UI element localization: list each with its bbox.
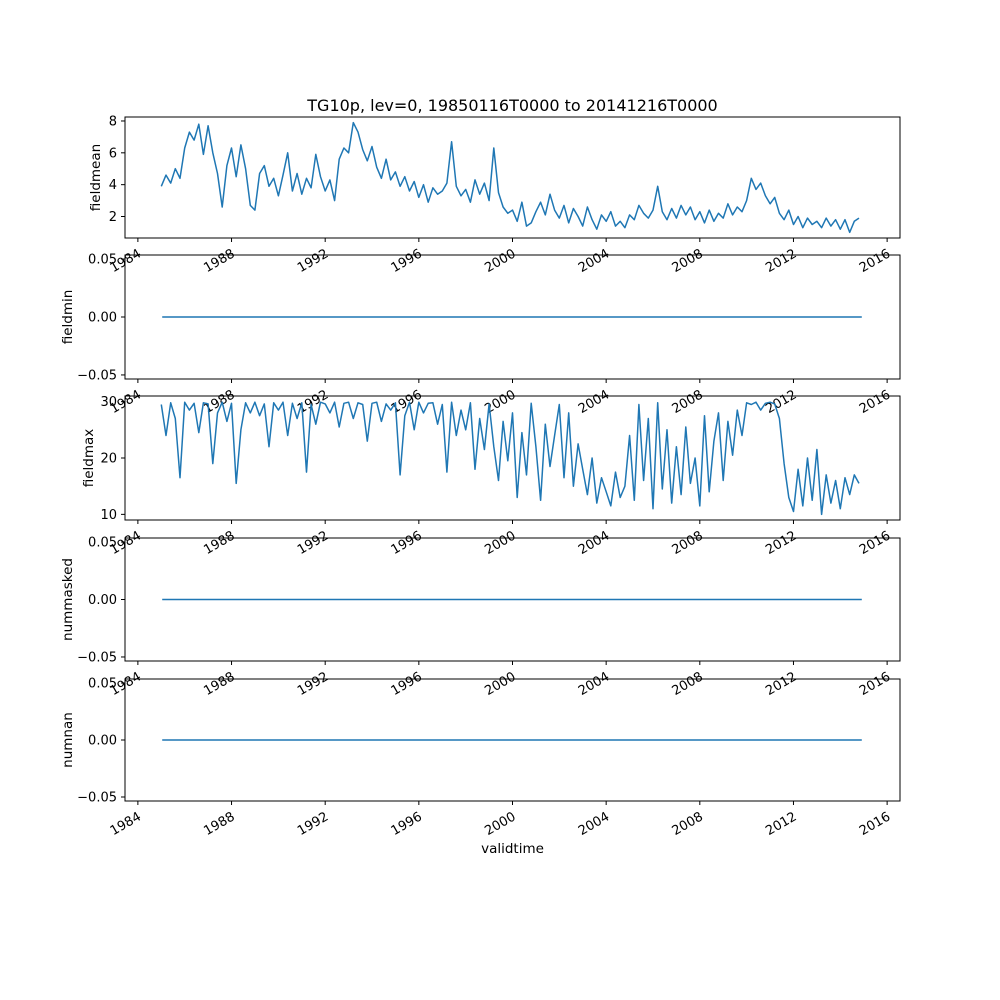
fieldmean-plot-svg: 2 4 6 8 1984 1988 1992 1996 2000 2004 2008 2012 2016… (88, 114, 901, 276)
x-tick-label: 1984 (108, 809, 144, 839)
x-tick-label: 1984 (108, 669, 144, 699)
subplot-fieldmin: −0.05 0.00 0.05 1984 1988 1992 1996 2000 2004 200… (40, 243, 960, 427)
axes-border (124, 537, 901, 662)
x-tick-label: 2016 (857, 809, 893, 839)
axes-border (124, 678, 901, 802)
subplot-fieldmean: 2 4 6 8 1984 1988 1992 1996 2000 2004 2008 2012 2016… (40, 105, 960, 286)
x-tick-label: 1988 (201, 809, 237, 839)
subplot-fieldmax: 10 20 30 1984 1988 1992 1996 2000 2004 2008 2012 20… (40, 384, 960, 568)
x-tick-label: 2012 (763, 528, 799, 558)
x-tick-label: 2012 (763, 246, 799, 276)
x-tick-label: 2016 (857, 246, 893, 276)
x-tick-label: 1996 (389, 387, 425, 417)
x-tick-label: 1996 (389, 809, 425, 839)
axes-border (124, 116, 901, 239)
x-tick-label: 2012 (763, 669, 799, 699)
x-tick-label: 1992 (295, 387, 331, 417)
axes-border (124, 395, 901, 521)
x-tick-label: 1984 (108, 387, 144, 417)
subplot-nummasked: −0.05 0.00 0.05 1984 1988 1992 1996 2000 2004 200… (40, 526, 960, 709)
x-tick-label: 2008 (670, 246, 706, 276)
y-tick-label: 10 (100, 508, 117, 523)
x-tick-label: 2008 (670, 809, 706, 839)
y-axis-label: fieldmin (60, 290, 76, 345)
y-tick-label: −0.05 (77, 650, 117, 665)
x-tick-label: 2008 (670, 669, 706, 699)
x-tick-label: 2012 (763, 387, 799, 417)
y-tick-label: −0.05 (77, 791, 117, 806)
y-tick-label: 4 (109, 178, 117, 193)
x-tick-label: 1996 (389, 528, 425, 558)
fieldmax-plot-svg: 10 20 30 1984 1988 1992 1996 2000 2004 2008 2012 20… (81, 395, 901, 558)
y-tick-label: 0.05 (88, 253, 117, 268)
x-tick-label: 2008 (670, 387, 706, 417)
x-tick-label: 2016 (857, 528, 893, 558)
x-tick-label: 2008 (670, 528, 706, 558)
x-tick-label: 1996 (389, 246, 425, 276)
x-tick-label: 2016 (857, 669, 893, 699)
data-line (160, 401, 860, 516)
x-axis-label: validtime (481, 841, 544, 857)
x-tick-label: 2000 (482, 387, 518, 417)
y-tick-label: 2 (109, 210, 117, 225)
x-tick-label: 2000 (482, 528, 518, 558)
y-tick-label: 0.00 (88, 593, 117, 608)
y-tick-label: 0.00 (88, 311, 117, 326)
x-tick-label: 1984 (108, 246, 144, 276)
y-tick-label: −0.05 (77, 368, 117, 383)
x-tick-label: 2004 (576, 669, 612, 699)
x-tick-label: 1992 (295, 809, 331, 839)
x-tick-label: 2004 (576, 246, 612, 276)
subplot-numnan: −0.05 0.00 0.05 1984 1988 1992 1996 2000 2004 200… (40, 667, 960, 849)
x-tick-label: 1992 (295, 246, 331, 276)
x-tick-label: 1988 (201, 246, 237, 276)
y-tick-label: 30 (100, 395, 117, 410)
x-tick-label: 1992 (295, 528, 331, 558)
x-tick-label: 1992 (295, 669, 331, 699)
x-tick-label: 1988 (201, 387, 237, 417)
data-line (160, 121, 860, 234)
x-tick-label: 2004 (576, 809, 612, 839)
numnan-plot-svg: −0.05 0.00 0.05 1984 1988 1992 1996 2000 2004 200… (60, 676, 901, 839)
y-tick-label: 0.05 (88, 536, 117, 551)
axes-border (124, 254, 901, 380)
x-tick-label: 2004 (576, 528, 612, 558)
x-tick-label: 2000 (482, 246, 518, 276)
x-tick-label: 1996 (389, 669, 425, 699)
y-tick-label: 0.00 (88, 734, 117, 749)
x-tick-label: 1988 (201, 528, 237, 558)
y-axis-label: nummasked (60, 558, 76, 641)
y-axis-label: fieldmax (81, 429, 97, 488)
y-tick-label: 6 (109, 146, 117, 161)
x-tick-label: 1988 (201, 669, 237, 699)
x-tick-label: 2012 (763, 809, 799, 839)
y-tick-label: 0.05 (88, 676, 117, 691)
x-tick-label: 2000 (482, 809, 518, 839)
x-tick-label: 2000 (482, 669, 518, 699)
fieldmin-plot-svg: −0.05 0.00 0.05 1984 1988 1992 1996 2000 2004 200… (60, 253, 901, 417)
y-tick-label: 8 (109, 114, 117, 129)
x-tick-label: 1984 (108, 528, 144, 558)
y-axis-label: numnan (60, 712, 76, 768)
figure-title: TG10p, lev=0, 19850116T0000 to 20141216T… (307, 96, 718, 115)
y-tick-label: 20 (100, 452, 117, 467)
x-tick-label: 2016 (857, 387, 893, 417)
y-axis-label: fieldmean (88, 144, 104, 211)
x-tick-label: 2004 (576, 387, 612, 417)
